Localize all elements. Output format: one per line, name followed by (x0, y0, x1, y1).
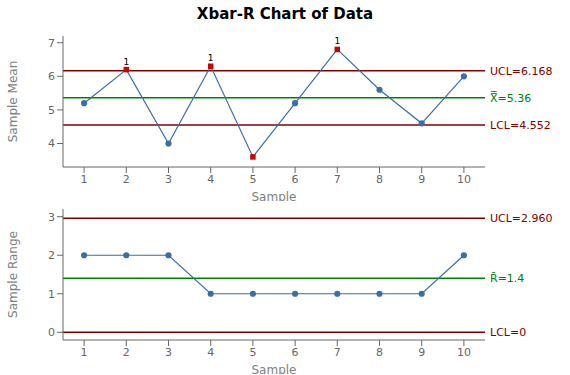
svg-text:6: 6 (292, 173, 299, 186)
svg-text:Sample Range: Sample Range (6, 231, 20, 318)
svg-text:LCL=4.552: LCL=4.552 (490, 119, 551, 132)
svg-text:1: 1 (48, 288, 55, 301)
svg-text:2: 2 (48, 249, 55, 262)
svg-text:3: 3 (165, 346, 172, 359)
svg-text:LCL=0: LCL=0 (490, 326, 526, 339)
svg-text:6: 6 (292, 346, 299, 359)
svg-text:2: 2 (123, 173, 130, 186)
svg-text:8: 8 (376, 346, 383, 359)
html-text:Xbar-R Chart of Data: Xbar-R Chart of Data (196, 5, 374, 23)
svg-text:UCL=6.168: UCL=6.168 (490, 65, 553, 78)
svg-text:9: 9 (418, 346, 425, 359)
svg-text:X̿=5.36: X̿=5.36 (490, 91, 531, 105)
svg-text:0: 0 (48, 326, 55, 339)
svg-text:3: 3 (48, 211, 55, 224)
svg-text:3: 3 (165, 173, 172, 186)
svg-text:4: 4 (207, 173, 214, 186)
svg-text:1: 1 (81, 346, 88, 359)
svg-text:1: 1 (208, 53, 214, 63)
svg-text:R̄=1.4: R̄=1.4 (490, 272, 524, 285)
svg-text:10: 10 (457, 346, 471, 359)
svg-text:9: 9 (418, 173, 425, 186)
svg-text:5: 5 (249, 173, 256, 186)
svg-text:UCL=2.960: UCL=2.960 (490, 212, 553, 225)
svg-text:Sample: Sample (252, 363, 297, 374)
svg-text:Sample: Sample (252, 190, 297, 201)
svg-text:5: 5 (249, 346, 256, 359)
svg-text:1: 1 (334, 36, 340, 46)
svg-text:4: 4 (207, 346, 214, 359)
svg-text:8: 8 (376, 173, 383, 186)
svg-text:Sample Mean: Sample Mean (6, 61, 20, 143)
svg-text:7: 7 (334, 346, 341, 359)
svg-text:6: 6 (48, 70, 55, 83)
svg-text:4: 4 (48, 137, 55, 150)
svg-text:10: 10 (457, 173, 471, 186)
svg-text:1: 1 (81, 173, 88, 186)
svg-text:1: 1 (123, 57, 129, 67)
svg-text:7: 7 (334, 173, 341, 186)
svg-text:7: 7 (48, 37, 55, 50)
svg-text:2: 2 (123, 346, 130, 359)
svg-text:5: 5 (48, 104, 55, 117)
